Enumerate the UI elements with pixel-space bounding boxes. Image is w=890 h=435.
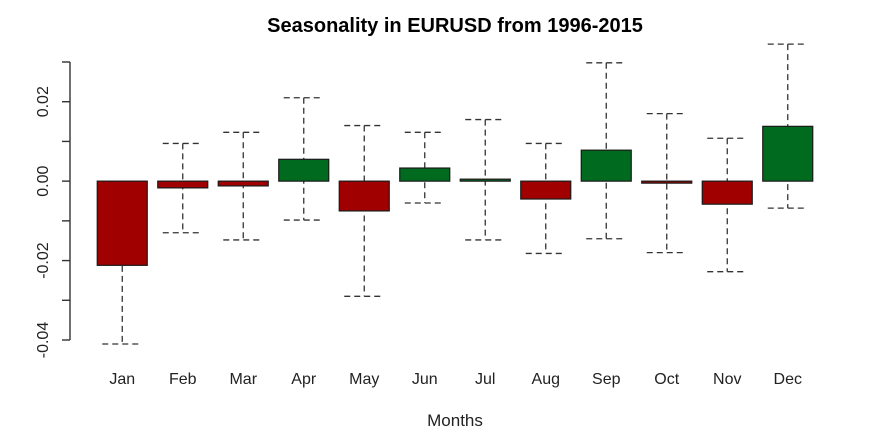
y-tick-label: -0.02 bbox=[35, 242, 52, 279]
bar bbox=[641, 180, 693, 184]
x-tick-label: Apr bbox=[291, 371, 317, 388]
y-tick-label: 0.02 bbox=[35, 86, 52, 117]
x-tick-label: Aug bbox=[532, 371, 560, 388]
bar bbox=[520, 180, 572, 200]
bar bbox=[762, 125, 814, 182]
y-axis: -0.04 -0.02 0.00 0.02 bbox=[35, 61, 71, 359]
bar bbox=[96, 180, 148, 266]
chart-title: Seasonality in EURUSD from 1996-2015 bbox=[267, 15, 643, 37]
bar bbox=[701, 180, 753, 205]
x-tick-label: Feb bbox=[169, 371, 197, 388]
x-tick-label: Jul bbox=[475, 371, 495, 388]
bar bbox=[338, 180, 390, 212]
bar bbox=[278, 158, 330, 182]
x-tick-label: Jan bbox=[109, 371, 135, 388]
y-tick-label: -0.04 bbox=[35, 322, 52, 359]
x-tick-label: Oct bbox=[654, 371, 679, 388]
bar bbox=[580, 149, 632, 182]
x-axis-label: Months bbox=[427, 411, 483, 430]
bar bbox=[217, 180, 269, 187]
x-tick-label: Nov bbox=[713, 371, 741, 388]
x-tick-label: May bbox=[349, 371, 379, 388]
y-tick-label: 0.00 bbox=[35, 165, 52, 196]
bar bbox=[157, 180, 209, 189]
bar-series bbox=[96, 125, 814, 266]
x-tick-label: Dec bbox=[774, 371, 802, 388]
x-tick-label: Sep bbox=[592, 371, 621, 388]
bar bbox=[399, 167, 451, 182]
x-tick-label: Jun bbox=[412, 371, 438, 388]
x-axis-tick-labels: Jan Feb Mar Apr May Jun Jul Aug Sep Oct Nov Dec bbox=[109, 371, 802, 388]
bar bbox=[459, 178, 511, 182]
x-tick-label: Mar bbox=[229, 371, 257, 388]
